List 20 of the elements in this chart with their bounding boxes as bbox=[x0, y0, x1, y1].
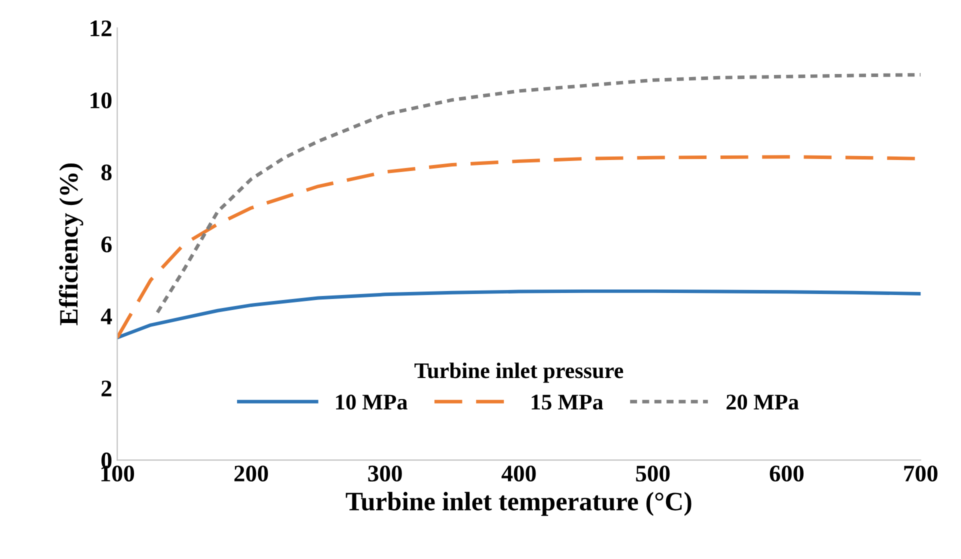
y-axis-title: Efficiency (%) bbox=[58, 163, 84, 326]
legend-title: Turbine inlet pressure bbox=[414, 362, 624, 383]
line-series bbox=[117, 289, 921, 340]
y-tick-label: 12 bbox=[90, 20, 112, 36]
x-tick-label: 600 bbox=[770, 466, 804, 482]
y-tick-label: 8 bbox=[101, 164, 112, 180]
y-tick-label: 10 bbox=[90, 92, 112, 108]
y-tick-label: 2 bbox=[102, 380, 112, 396]
y-tick-label: 6 bbox=[101, 236, 112, 252]
x-tick-label: 500 bbox=[636, 466, 670, 482]
y-tick-label: 4 bbox=[100, 308, 112, 324]
x-tick-label: 700 bbox=[904, 466, 938, 482]
line-series bbox=[156, 73, 921, 314]
legend-label: 15 MPa bbox=[532, 394, 604, 410]
legend-label: 10 MPa bbox=[336, 394, 408, 410]
x-tick-label: 400 bbox=[502, 466, 536, 482]
x-axis-title: Turbine inlet temperature (°C) bbox=[346, 492, 692, 516]
x-tick-label: 200 bbox=[234, 466, 268, 482]
legend-label: 20 MPa bbox=[726, 394, 799, 410]
x-tick-label: 300 bbox=[368, 466, 402, 482]
